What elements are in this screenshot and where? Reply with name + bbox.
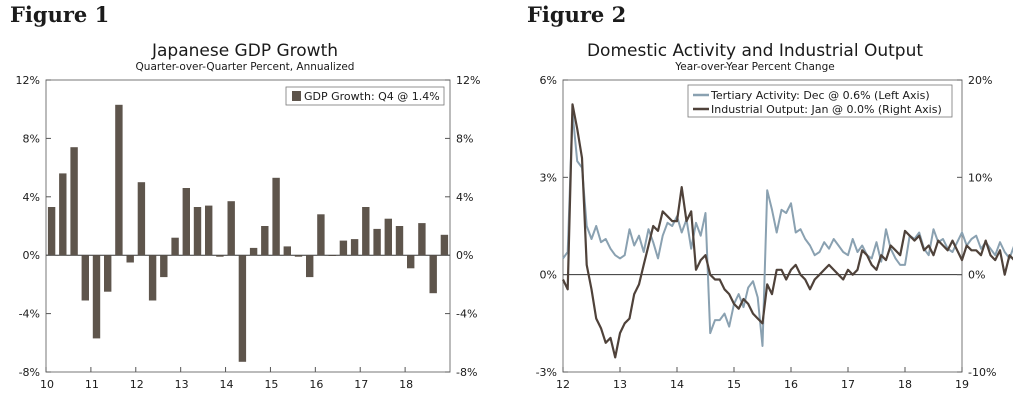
gdp-bar — [182, 188, 190, 256]
gdp-bar — [407, 255, 415, 269]
gdp-bar — [317, 214, 325, 256]
chart1-xtick-label: 14 — [220, 378, 234, 391]
gdp-bar — [104, 255, 112, 292]
chart1-ytick-label-left: 12% — [16, 74, 40, 87]
figure-1-heading: Figure 1 — [10, 2, 110, 27]
chart1-xtick-label: 15 — [264, 378, 278, 391]
chart1-ytick-label-left: -4% — [19, 308, 40, 321]
chart1-legend: GDP Growth: Q4 @ 1.4% — [285, 86, 445, 106]
gdp-bar — [205, 205, 213, 256]
gdp-bar — [148, 255, 157, 301]
gdp-bar — [395, 226, 404, 256]
chart1-ytick-label-left: 4% — [23, 191, 40, 204]
gdp-bar — [306, 255, 314, 278]
gdp-bar — [294, 255, 303, 257]
chart1-xtick-label: 18 — [399, 378, 413, 391]
gdp-bar — [59, 173, 67, 256]
gdp-bar — [92, 255, 101, 339]
chart1-xtick-label: 17 — [354, 378, 368, 391]
chart1-subtitle: Quarter-over-Quarter Percent, Annualized — [136, 61, 355, 73]
gdp-bar — [171, 237, 179, 256]
chart1-legend-swatch — [292, 91, 301, 101]
gdp-bar — [115, 104, 123, 256]
chart1-ytick-label-left: 0% — [23, 249, 40, 262]
gdp-bar — [249, 247, 258, 256]
chart1-xtick-label: 10 — [40, 378, 54, 391]
chart1-ytick-label-left: 8% — [23, 132, 40, 145]
chart1-ytick-label-right: -8% — [456, 366, 477, 379]
gdp-bar — [418, 223, 426, 256]
chart1-ytick-label-right: 0% — [456, 249, 473, 262]
gdp-bar — [70, 147, 78, 256]
gdp-bar — [238, 255, 247, 362]
gdp-bar — [227, 201, 235, 256]
chart1-xtick-label: 16 — [309, 378, 323, 391]
gdp-bar — [429, 255, 437, 294]
chart1-legend-label: GDP Growth: Q4 @ 1.4% — [304, 90, 440, 103]
chart1-title: Japanese GDP Growth — [151, 41, 338, 61]
gdp-bar — [137, 182, 146, 256]
gdp-bar — [384, 218, 392, 256]
gdp-bar — [81, 255, 89, 301]
chart1-legend-box — [285, 86, 445, 106]
chart1-plot-frame — [45, 79, 451, 373]
gdp-bar — [283, 246, 291, 256]
chart1-ytick-label-right: 8% — [456, 132, 473, 145]
chart1-ytick-label-left: -8% — [19, 366, 40, 379]
gdp-bar — [362, 207, 370, 256]
gdp-bar — [373, 228, 381, 256]
figure-2-heading: Figure 2 — [527, 2, 627, 27]
chart1-ytick-label-right: 12% — [456, 74, 480, 87]
gdp-bar — [216, 255, 224, 257]
gdp-bar — [47, 207, 56, 256]
gdp-bar — [261, 226, 269, 256]
gdp-bar — [350, 239, 359, 256]
chart1-xtick-label: 13 — [175, 378, 189, 391]
chart1-xtick-label: 11 — [85, 378, 99, 391]
gdp-bar — [160, 255, 168, 278]
chart1-ytick-label-right: -4% — [456, 308, 477, 321]
gdp-bar — [440, 234, 449, 256]
gdp-bar — [193, 207, 202, 256]
gdp-bar — [328, 255, 336, 256]
gdp-bar — [272, 177, 280, 256]
gdp-bar — [339, 240, 348, 256]
chart1-xtick-label: 12 — [130, 378, 144, 391]
chart1-ytick-label-right: 4% — [456, 191, 473, 204]
gdp-bar — [126, 255, 134, 263]
